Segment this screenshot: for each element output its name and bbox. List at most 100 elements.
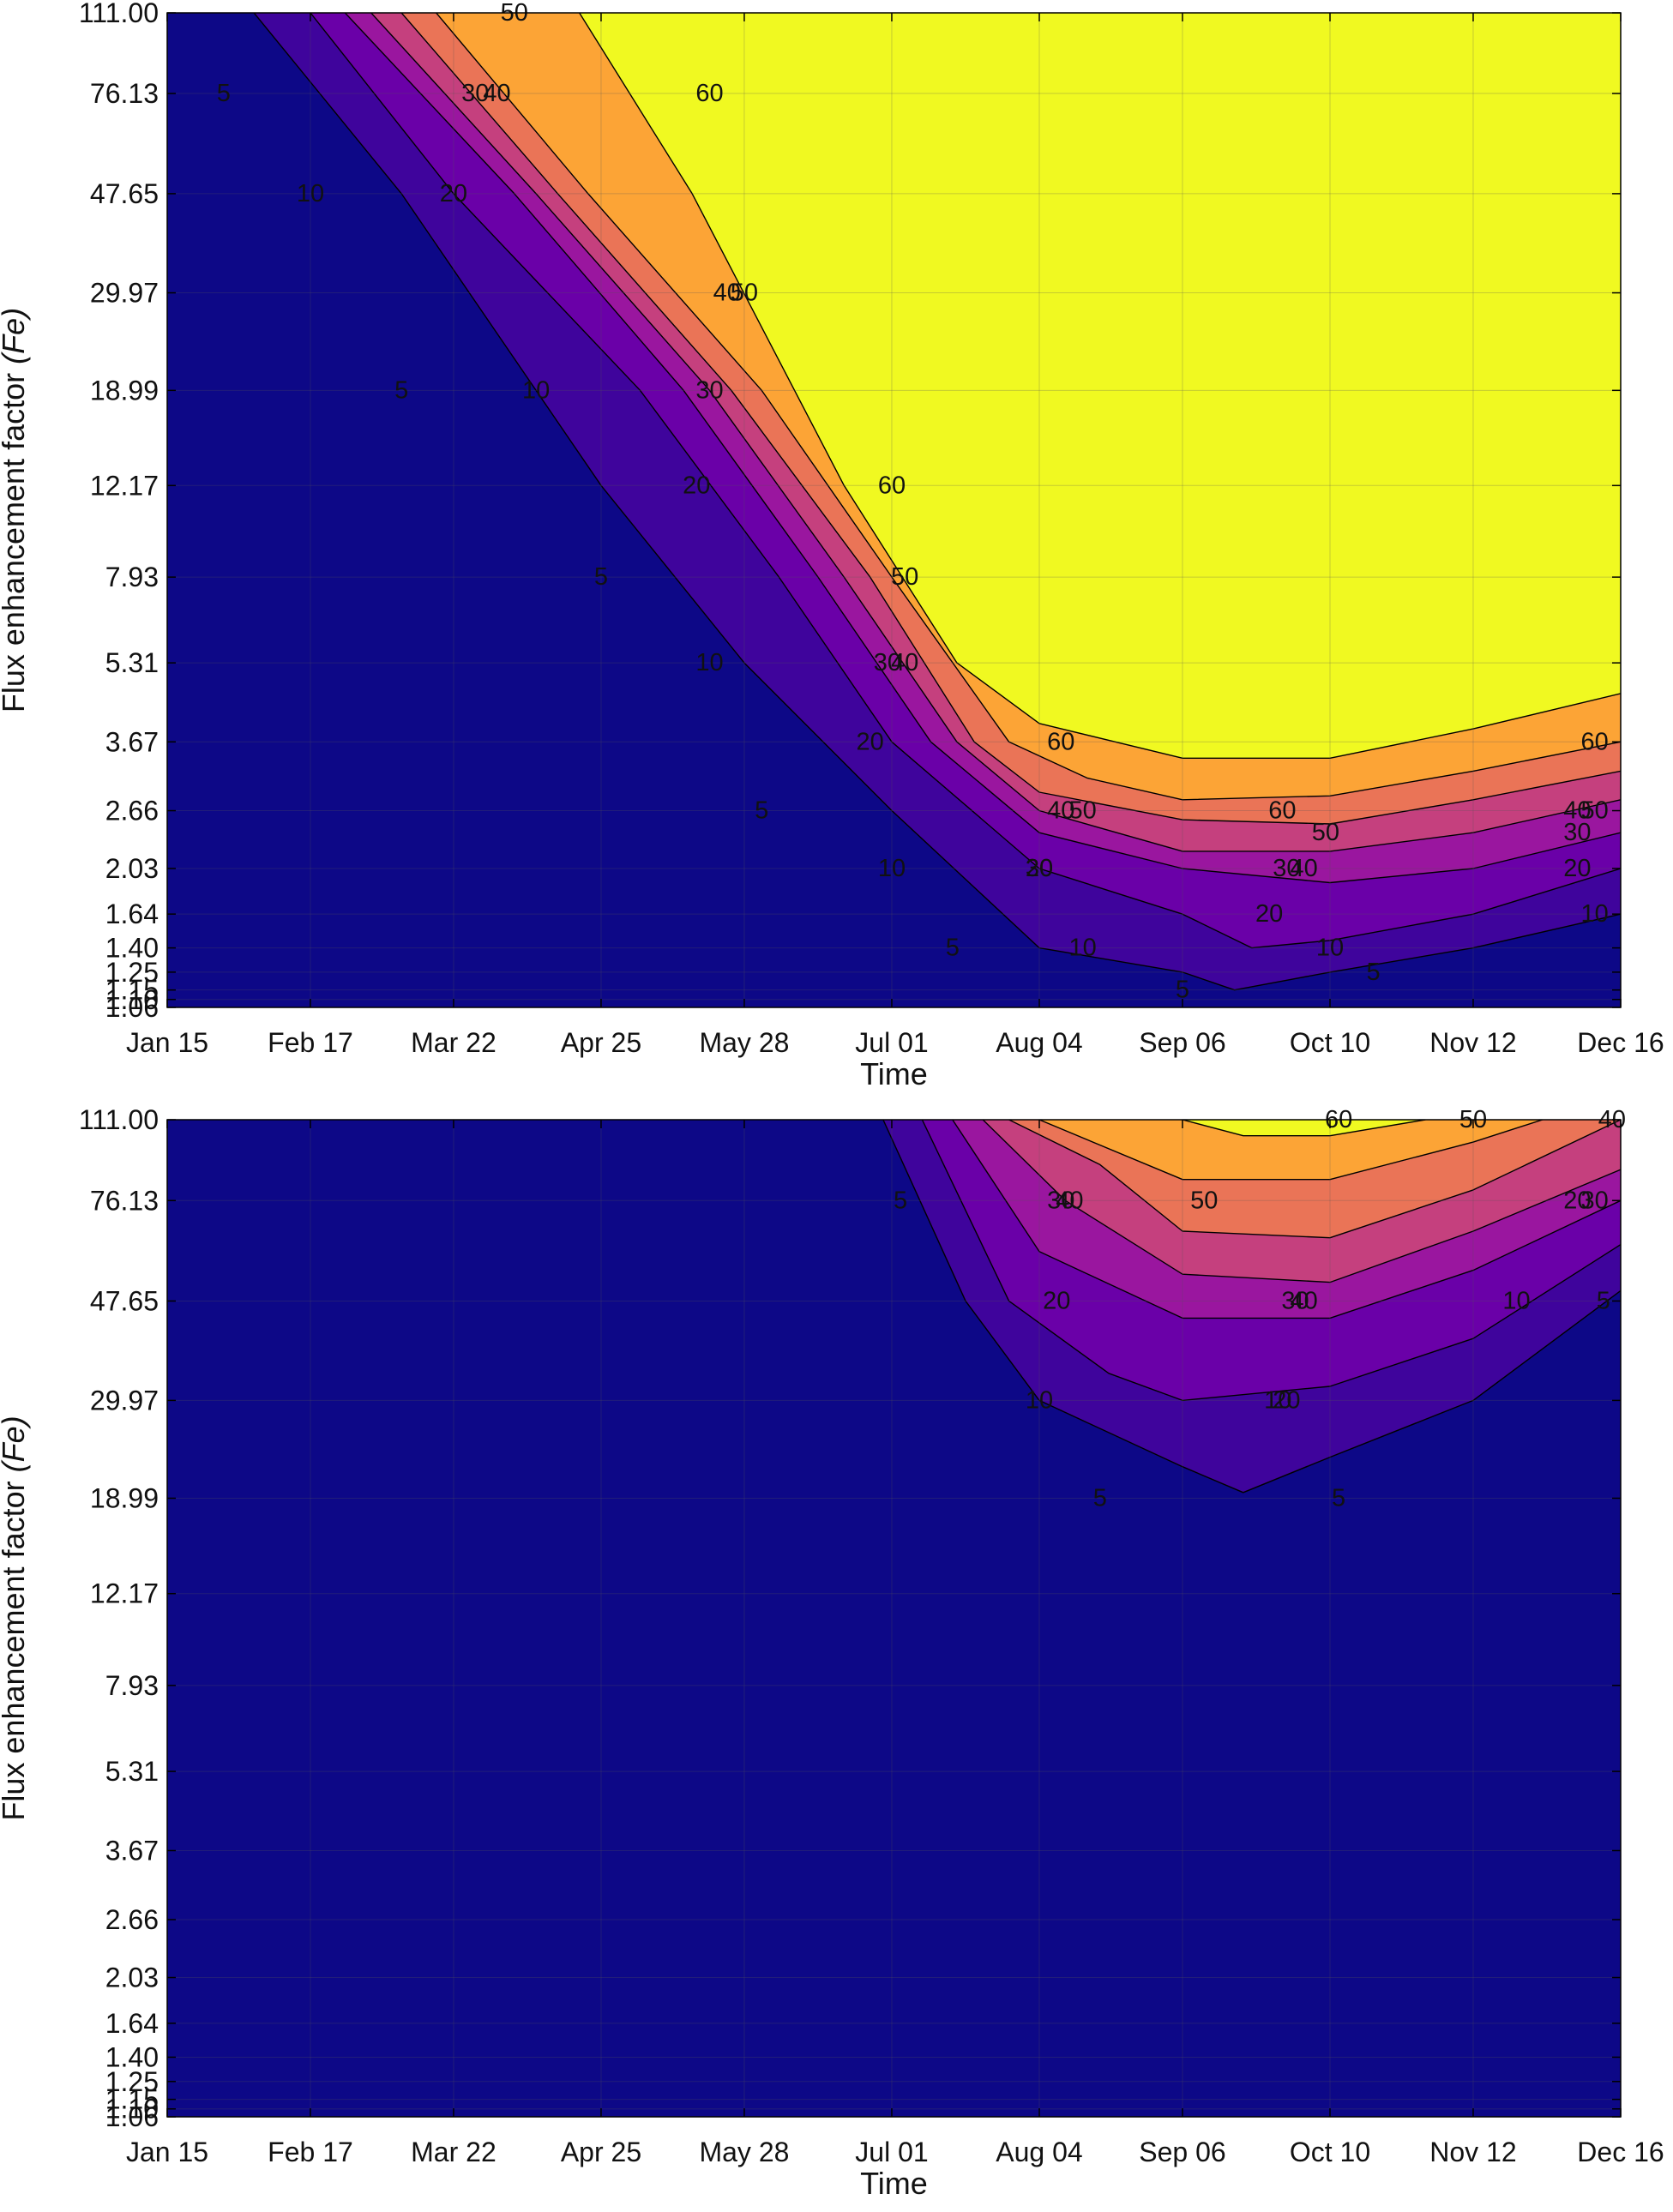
contour-label: 5 (594, 563, 608, 591)
contour-line-10 (310, 13, 1621, 949)
contour-line-50 (436, 13, 1621, 801)
y-tick-label: 47.65 (90, 178, 159, 209)
y-tick-label: 3.67 (105, 726, 159, 757)
contour-label: 40 (1047, 797, 1074, 825)
contour-label: 20 (1255, 900, 1283, 928)
x-tick-label: Feb 17 (268, 2137, 353, 2167)
contour-label: 40 (1291, 1287, 1318, 1314)
y-tick-label: 1.15 (105, 975, 159, 1006)
contour-label: 30 (695, 376, 723, 404)
contour-label: 60 (1047, 728, 1074, 755)
contour-label: 20 (440, 180, 467, 207)
contour-label: 30 (1047, 1187, 1074, 1214)
contour-label: 50 (731, 280, 758, 307)
y-axis-title: Flux enhancement factor (Fe) (0, 308, 31, 712)
contour-label: 5 (1176, 977, 1189, 1004)
contour-label: 5 (755, 797, 768, 825)
contour-label: 5 (217, 80, 231, 107)
contour-label: 50 (891, 563, 918, 591)
x-tick-label: Apr 25 (561, 1027, 641, 1058)
contour-label: 20 (857, 728, 884, 755)
contour-label: 30 (1026, 855, 1053, 882)
y-tick-label: 47.65 (90, 1285, 159, 1316)
y-tick-label: 1.10 (105, 984, 159, 1015)
contour-line-40 (1008, 1120, 1621, 1239)
y-tick-label: 1.15 (105, 2084, 159, 2115)
y-axis-title-text: Flux enhancement factor (0, 1472, 31, 1820)
x-tick-label: Oct 10 (1290, 2137, 1370, 2167)
y-tick-label: 1.25 (105, 2066, 159, 2097)
y-axis: 1.061.101.151.251.401.642.032.663.675.31… (79, 1104, 1621, 2132)
contour-label: 20 (1026, 855, 1053, 882)
x-tick-label: Dec 16 (1577, 1027, 1664, 1058)
contour-line-60 (1182, 1120, 1426, 1137)
contour-line-60 (579, 13, 1621, 759)
contour-label: 20 (1563, 1187, 1591, 1214)
x-tick-label: Sep 06 (1139, 1027, 1225, 1058)
plot-frame (166, 12, 1622, 1008)
contour-label: 30 (1563, 819, 1591, 846)
x-tick-label: Nov 12 (1429, 2137, 1516, 2167)
contour-label: 50 (1068, 797, 1096, 825)
x-axis-title: Time (860, 2166, 928, 2201)
contour-label: 10 (1026, 1386, 1053, 1414)
contour-label: 10 (1316, 935, 1344, 962)
y-tick-label: 12.17 (90, 1578, 159, 1609)
y-tick-label: 111.00 (79, 1104, 159, 1135)
x-tick-label: Aug 04 (996, 1027, 1082, 1058)
y-tick-label: 7.93 (105, 562, 159, 592)
contour-label: 30 (1281, 1287, 1309, 1314)
contour-label: 60 (1581, 728, 1609, 755)
y-tick-label: 2.03 (105, 1963, 159, 1993)
contour-band-above-60 (1183, 1120, 1621, 1136)
x-tick-label: Mar 22 (411, 1027, 496, 1058)
contour-label: 60 (878, 472, 906, 499)
x-tick-label: Jul 01 (855, 2137, 928, 2167)
x-tick-label: Jan 15 (126, 1027, 208, 1058)
y-tick-label: 29.97 (90, 1385, 159, 1416)
x-tick-label: Dec 16 (1577, 2137, 1664, 2167)
contour-label: 40 (1056, 1187, 1083, 1214)
contour-label: 5 (394, 376, 408, 404)
contour-label: 5 (894, 1187, 907, 1214)
x-tick-label: Jul 01 (855, 1027, 928, 1058)
contour-line-5 (882, 1120, 1621, 1494)
x-tick-label: Apr 25 (561, 2137, 641, 2167)
contour-label: 40 (713, 280, 741, 307)
x-tick-label: Nov 12 (1429, 1027, 1516, 1058)
x-tick-label: Jan 15 (126, 2137, 208, 2167)
contour-line-40 (400, 13, 1621, 825)
x-tick-label: May 28 (699, 1027, 789, 1058)
contour-label: 30 (1273, 855, 1300, 882)
y-axis-title-text: Flux enhancement factor (0, 364, 31, 712)
contour-label: 5 (946, 935, 960, 962)
y-axis: 1.061.101.151.251.401.642.032.663.675.31… (79, 0, 1621, 1023)
contour-bands (882, 1120, 1621, 1493)
y-tick-label: 1.40 (105, 2041, 159, 2072)
contour-label: 40 (483, 80, 510, 107)
contour-label: 40 (891, 649, 918, 676)
contour-line-50 (1038, 1120, 1544, 1181)
contour-label: 30 (461, 80, 489, 107)
contour-line-20 (344, 13, 1621, 884)
contour-bands (254, 13, 1621, 990)
y-tick-label: 5.31 (105, 647, 159, 678)
y-tick-label: 2.03 (105, 853, 159, 884)
contour-label: 30 (1581, 1187, 1609, 1214)
contour-line-10 (921, 1120, 1621, 1402)
y-tick-label: 1.64 (105, 2008, 159, 2039)
contour-label: 10 (1264, 1386, 1291, 1414)
y-tick-label: 3.67 (105, 1835, 159, 1866)
y-tick-label: 29.97 (90, 278, 159, 309)
y-tick-label: 12.17 (90, 470, 159, 501)
contour-line-20 (952, 1120, 1621, 1319)
contour-label: 60 (695, 80, 723, 107)
y-tick-label: 1.64 (105, 899, 159, 929)
contour-line-30 (370, 13, 1621, 852)
contour-label: 20 (1273, 1386, 1300, 1414)
contour-lines (882, 1120, 1621, 1494)
contour-lines (253, 13, 1621, 991)
contour-label: 40 (1563, 797, 1591, 825)
